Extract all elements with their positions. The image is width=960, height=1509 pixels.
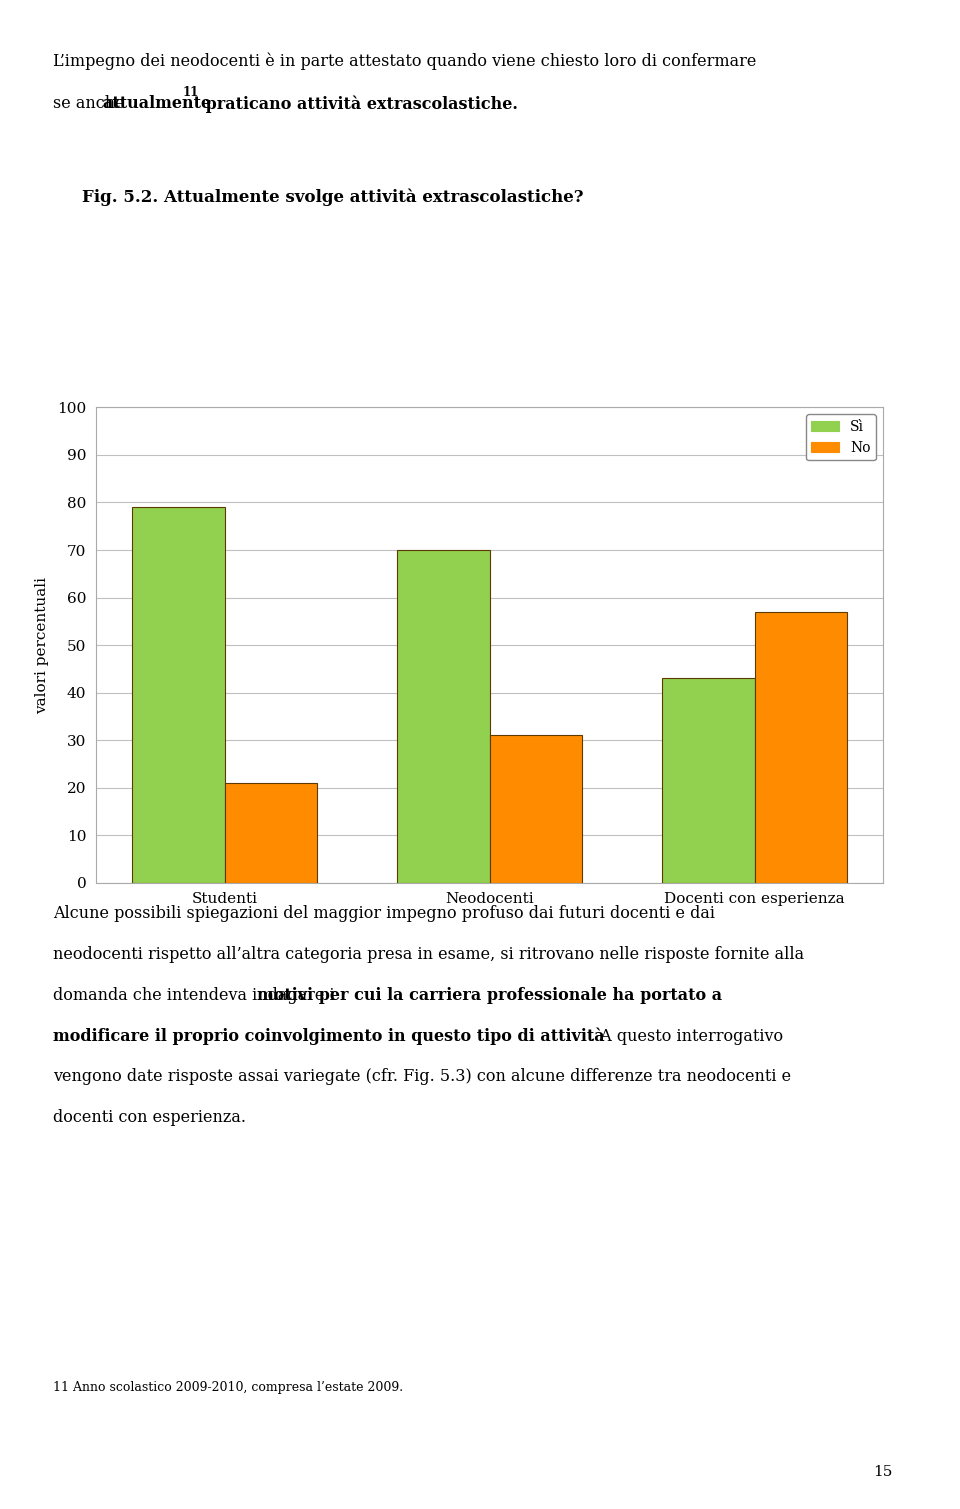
Legend: Sì, No: Sì, No	[805, 415, 876, 460]
Text: motivi per cui la carriera professionale ha portato a: motivi per cui la carriera professionale…	[257, 987, 723, 1003]
Text: 15: 15	[874, 1465, 893, 1479]
Text: neodocenti rispetto all’altra categoria presa in esame, si ritrovano nelle rispo: neodocenti rispetto all’altra categoria …	[53, 946, 804, 963]
Text: 11 Anno scolastico 2009-2010, compresa l’estate 2009.: 11 Anno scolastico 2009-2010, compresa l…	[53, 1381, 403, 1394]
Text: L’impegno dei neodocenti è in parte attestato quando viene chiesto loro di confe: L’impegno dei neodocenti è in parte atte…	[53, 53, 756, 71]
Y-axis label: valori percentuali: valori percentuali	[35, 576, 49, 714]
Text: praticano attività extrascolastiche.: praticano attività extrascolastiche.	[200, 95, 517, 113]
Text: domanda che intendeva indagare i: domanda che intendeva indagare i	[53, 987, 340, 1003]
Text: modificare il proprio coinvolgimento in questo tipo di attività: modificare il proprio coinvolgimento in …	[53, 1028, 605, 1046]
Bar	[132, 507, 225, 883]
Bar	[490, 735, 583, 883]
Text: Alcune possibili spiegazioni del maggior impegno profuso dai futuri docenti e da: Alcune possibili spiegazioni del maggior…	[53, 905, 715, 922]
Text: 11: 11	[182, 86, 199, 100]
Bar	[225, 783, 318, 883]
Text: vengono date risposte assai variegate (cfr. Fig. 5.3) con alcune differenze tra : vengono date risposte assai variegate (c…	[53, 1068, 791, 1085]
Text: se anche: se anche	[53, 95, 130, 112]
Text: docenti con esperienza.: docenti con esperienza.	[53, 1109, 246, 1126]
Text: attualmente: attualmente	[103, 95, 212, 112]
Bar	[755, 611, 848, 883]
Text: . A questo interrogativo: . A questo interrogativo	[590, 1028, 783, 1044]
Text: Fig. 5.2. Attualmente svolge attività extrascolastiche?: Fig. 5.2. Attualmente svolge attività ex…	[82, 189, 583, 205]
Bar	[661, 679, 755, 883]
Bar	[396, 551, 490, 883]
